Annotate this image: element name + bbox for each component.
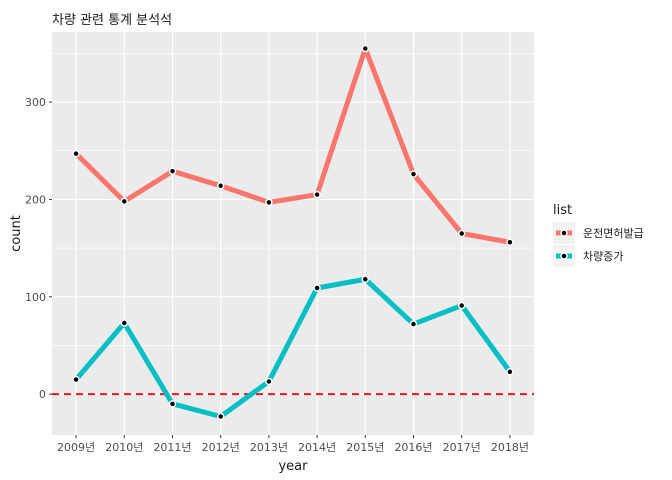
chart-title: 차량 관련 통계 분석석 [52, 13, 172, 28]
legend-title: list [553, 203, 572, 218]
data-point [409, 170, 418, 178]
grid-minor [52, 53, 534, 346]
x-tick-label: 2012년 [202, 441, 240, 454]
legend-key-point [560, 252, 568, 260]
data-point [361, 44, 370, 53]
x-tick-label: 2013년 [250, 441, 288, 454]
x-tick-label: 2017년 [443, 441, 481, 454]
x-tick-label: 2010년 [105, 441, 143, 454]
x-tick-label: 2016년 [394, 441, 432, 454]
series-line [73, 46, 513, 245]
legend-key-point [560, 229, 568, 237]
data-point [457, 229, 466, 238]
legend-label: 차량증가 [583, 250, 623, 263]
series-points [72, 44, 514, 421]
x-tick-label: 2011년 [153, 441, 191, 454]
x-tick-label: 2009년 [57, 441, 95, 454]
data-point [120, 319, 129, 327]
y-tick-label: 100 [25, 291, 46, 304]
legend-label: 운전면허발급 [583, 227, 644, 240]
y-axis-title: count [9, 215, 24, 252]
data-point [313, 190, 321, 199]
data-point [313, 284, 321, 292]
data-point [361, 275, 370, 284]
y-tick-label: 300 [25, 96, 46, 109]
y-tick-label: 0 [39, 388, 46, 401]
x-axis-title: year [278, 459, 308, 474]
data-point [168, 400, 177, 408]
plot-panel [52, 32, 534, 435]
data-point [168, 167, 177, 175]
y-tick-label: 200 [25, 193, 46, 206]
data-point [265, 377, 273, 386]
data-point [506, 238, 514, 247]
x-tick-label: 2018년 [491, 441, 529, 454]
series-line [73, 276, 513, 420]
data-point [457, 301, 466, 310]
panel-background [52, 32, 534, 435]
data-point [409, 320, 418, 328]
data-point [72, 375, 80, 384]
y-axis: 0 100 200 300 [25, 96, 52, 401]
data-point [72, 149, 80, 158]
series-lines [73, 46, 513, 420]
data-point [265, 198, 273, 207]
x-tick-label: 2014년 [298, 441, 336, 454]
data-point [216, 182, 225, 190]
x-tick-label: 2015년 [346, 441, 384, 454]
data-point [216, 412, 225, 421]
data-point [506, 367, 514, 376]
x-axis: 2009년 2010년 2011년 2012년 2013년 2014년 2015년 2016년… [57, 435, 529, 454]
data-point [120, 197, 129, 206]
